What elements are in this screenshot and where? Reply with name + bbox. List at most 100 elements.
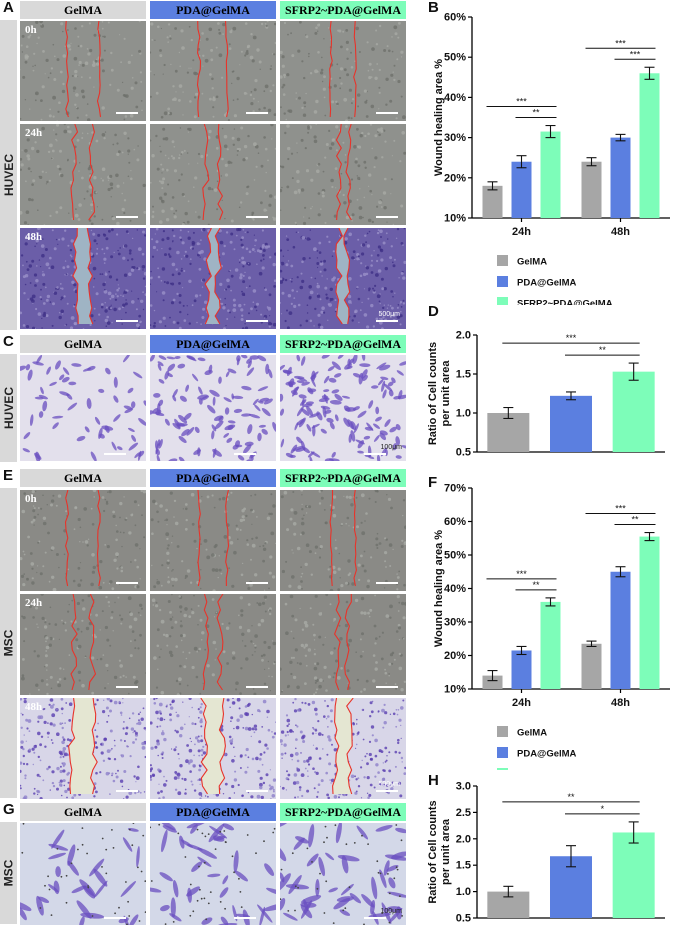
y-tick-label: 1.0 xyxy=(456,886,471,898)
header-gelma-c: GelMA xyxy=(20,335,146,353)
header-pda-g: PDA@GelMA xyxy=(150,803,276,821)
chart-d-huvec-cell-count: 0.5 1.0 1.5 2.0 Ratio of Cell counts per unit… xyxy=(427,330,665,459)
scale-bar xyxy=(376,111,398,114)
y-tick-label: 1.5 xyxy=(456,369,471,381)
micrograph-huvec-0h-2 xyxy=(280,21,406,121)
bar-GelMA-48h xyxy=(581,643,602,689)
significance-label: ** xyxy=(567,792,575,802)
transwell-msc-2: 100μm xyxy=(280,823,406,925)
legend-label: PDA@GelMA xyxy=(517,278,577,289)
scale-bar xyxy=(246,111,268,114)
transwell-msc-1 xyxy=(150,823,276,925)
scale-bar-label: 100μm xyxy=(380,444,402,451)
y-tick-label: 1.5 xyxy=(456,860,471,872)
y-tick-label: 20% xyxy=(444,650,466,662)
header-pda-a: PDA@GelMA xyxy=(150,1,276,19)
chart-f-msc-wound-healing: 10% 20% 30% 40% 50% 60% 70% Wound healing area … xyxy=(433,483,670,771)
legend-swatch xyxy=(497,255,508,266)
panel-letter-a: A xyxy=(3,0,14,16)
timepoint-label: 0h xyxy=(25,493,37,505)
side-label-msc-scratch: MSC xyxy=(0,488,17,798)
micrograph-huvec-48h-1 xyxy=(150,228,276,329)
significance-label: *** xyxy=(566,333,577,343)
y-tick-label: 60% xyxy=(444,12,466,24)
scale-bar xyxy=(376,319,398,322)
panel-letter-h: H xyxy=(428,772,439,789)
scale-bar xyxy=(116,215,138,218)
scale-bar xyxy=(246,685,268,688)
bar-SFRP2~PDA@GelMA-24h xyxy=(540,601,561,689)
header-sfrp2-e: SFRP2~PDA@GelMA xyxy=(280,469,406,487)
panel-letter-f: F xyxy=(428,474,438,491)
y-axis-label: Wound healing area % xyxy=(433,530,445,647)
x-tick-label: 48h xyxy=(611,697,630,709)
chart-b-huvec-wound-healing: 10% 20% 30% 40% 50% 60% Wound healing area % 24… xyxy=(433,12,670,305)
panel-letter-d: D xyxy=(428,303,439,320)
micrograph-msc-24h-2 xyxy=(280,594,406,695)
micrograph-msc-48h-1 xyxy=(150,698,276,799)
micrograph-huvec-0h-0: 0h xyxy=(20,21,146,121)
scale-bar xyxy=(104,916,126,919)
y-tick-label: 2.5 xyxy=(456,807,471,819)
y-tick-label: 70% xyxy=(444,483,466,495)
scale-bar-label: 100μm xyxy=(380,908,402,915)
scale-bar xyxy=(116,685,138,688)
scale-bar-label: 500μm xyxy=(378,781,400,788)
panel-letter-c: C xyxy=(3,333,14,350)
header-sfrp2-g: SFRP2~PDA@GelMA xyxy=(280,803,406,821)
side-label-msc-transwell: MSC xyxy=(0,822,17,924)
legend-swatch xyxy=(497,768,508,770)
micrograph-msc-48h-0: 48h xyxy=(20,698,146,799)
bar-PDA@GelMA-24h xyxy=(511,161,532,218)
header-pda-c: PDA@GelMA xyxy=(150,335,276,353)
bar-PDA@GelMA-48h xyxy=(610,571,631,689)
y-axis-label: per unit area xyxy=(440,818,452,885)
chart-h-msc-cell-count: 0.5 1.0 1.5 2.0 2.5 3.0 Ratio of Cell counts pe… xyxy=(427,781,665,925)
scale-bar xyxy=(376,215,398,218)
bar-PDA@GelMA-48h xyxy=(610,137,631,218)
significance-label: *** xyxy=(615,504,626,514)
legend-swatch xyxy=(497,726,508,737)
y-tick-label: 3.0 xyxy=(456,781,471,793)
micrograph-huvec-48h-2: 500μm xyxy=(280,228,406,329)
scale-bar xyxy=(246,215,268,218)
scale-bar xyxy=(116,111,138,114)
y-axis-label: Wound healing area % xyxy=(433,59,445,176)
micrograph-huvec-0h-1 xyxy=(150,21,276,121)
panel-letter-g: G xyxy=(3,801,15,818)
micrograph-huvec-24h-0: 24h xyxy=(20,124,146,225)
legend-label: PDA@GelMA xyxy=(517,749,577,760)
legend-swatch xyxy=(497,297,508,305)
significance-label: *** xyxy=(630,49,641,59)
header-sfrp2-a: SFRP2~PDA@GelMA xyxy=(280,1,406,19)
timepoint-label: 24h xyxy=(25,597,43,609)
x-tick-label: 24h xyxy=(512,697,531,709)
scale-bar xyxy=(246,789,268,792)
scale-bar xyxy=(116,581,138,584)
transwell-msc-0 xyxy=(20,823,146,925)
timepoint-label: 48h xyxy=(25,231,43,243)
legend-label: SFRP2~PDA@GelMA xyxy=(517,770,613,771)
y-tick-label: 50% xyxy=(444,52,466,64)
side-label-huvec-transwell: HUVEC xyxy=(0,354,17,462)
y-axis-label: Ratio of Cell counts xyxy=(427,342,439,445)
y-tick-label: 60% xyxy=(444,516,466,528)
bar-GelMA-48h xyxy=(581,161,602,218)
significance-label: ** xyxy=(599,345,607,355)
bar-SFRP2~PDA@GelMA xyxy=(612,371,655,452)
transwell-huvec-2: 100μm xyxy=(280,355,406,461)
scale-bar xyxy=(246,319,268,322)
y-tick-label: 40% xyxy=(444,92,466,104)
significance-label: ** xyxy=(631,515,639,525)
significance-label: * xyxy=(601,804,605,814)
legend-swatch xyxy=(497,747,508,758)
scale-bar xyxy=(376,581,398,584)
y-tick-label: 10% xyxy=(444,213,466,225)
scale-bar xyxy=(116,319,138,322)
bar-SFRP2~PDA@GelMA xyxy=(612,832,655,918)
y-tick-label: 0.5 xyxy=(456,447,471,459)
micrograph-msc-0h-1 xyxy=(150,490,276,591)
micrograph-huvec-24h-2 xyxy=(280,124,406,225)
y-tick-label: 0.5 xyxy=(456,913,471,925)
timepoint-label: 24h xyxy=(25,127,43,139)
